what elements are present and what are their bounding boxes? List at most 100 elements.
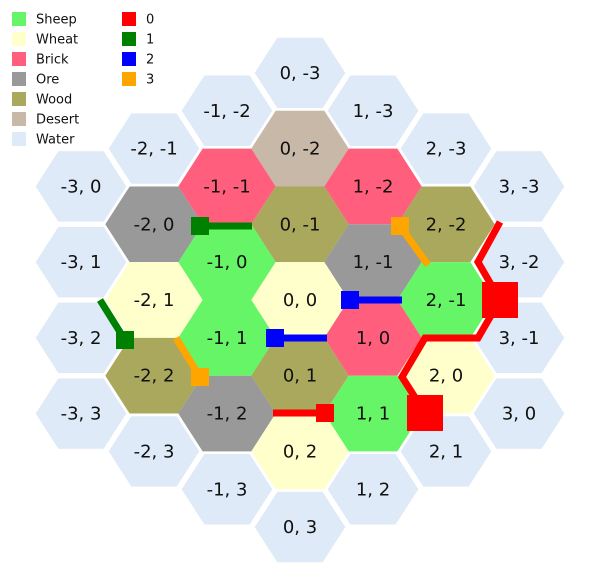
legend-label: Wheat <box>36 33 78 48</box>
legend-label: Sheep <box>36 13 77 28</box>
hex-tile <box>397 337 495 414</box>
hex-tile <box>181 454 273 525</box>
legend-swatch <box>12 112 26 126</box>
tile-label: -1, 1 <box>207 328 248 349</box>
hex-tile <box>327 454 419 525</box>
legend-swatch <box>12 72 26 86</box>
tile-label: -3, 3 <box>61 404 102 425</box>
tile-label: -2, 3 <box>134 441 175 462</box>
hex-tile <box>324 224 422 300</box>
tile-label: 0, 3 <box>283 517 317 538</box>
legend: Sheep Wheat Brick Ore Wood Desert Water 0 1 2 3 <box>12 12 154 148</box>
tile-label: 0, -1 <box>280 214 321 235</box>
hex-tile <box>108 113 200 184</box>
hex-tile <box>251 110 349 187</box>
hex-tile <box>105 337 203 414</box>
tile-label: -2, -1 <box>130 139 177 160</box>
tile-label: 1, -1 <box>353 252 394 273</box>
tile-label: 0, 1 <box>283 366 317 387</box>
tile-label: 2, -3 <box>426 139 467 160</box>
hex-tile <box>35 226 127 298</box>
tile-label: 1, 0 <box>356 328 390 349</box>
settlement <box>391 217 409 235</box>
legend-label: 0 <box>146 13 154 28</box>
legend-swatch <box>12 12 26 26</box>
tiles: 0, -3 1, -3 2, -3 3, -3 3, -2 3, -1 3, 0 2, 1 1,… <box>35 37 565 563</box>
hex-tile <box>400 416 492 487</box>
legend-label: Ore <box>36 73 59 88</box>
tile-label: 3, -3 <box>499 176 540 197</box>
hex-tile <box>473 151 565 222</box>
hex-tile <box>473 302 565 374</box>
hex-tile <box>178 148 276 225</box>
tile-label: 0, -2 <box>280 139 321 160</box>
legend-swatch <box>12 52 26 66</box>
tile-label: 0, 2 <box>283 441 317 462</box>
legend-swatch <box>12 92 26 106</box>
tile-label: -3, 0 <box>61 176 102 197</box>
tile-label: 3, 0 <box>502 404 536 425</box>
hex-tile <box>35 378 127 449</box>
tile-label: -3, 1 <box>61 252 102 273</box>
hex-tile <box>105 262 203 338</box>
legend-label: Wood <box>36 93 72 108</box>
tile-label: -3, 2 <box>61 328 102 349</box>
legend-label: Water <box>36 133 75 148</box>
hex-tile <box>108 416 200 487</box>
tile-label: 1, -2 <box>353 176 394 197</box>
legend-swatch <box>122 72 136 86</box>
hex-tile <box>324 148 422 225</box>
hex-tile <box>251 413 349 490</box>
tile-label: -1, 3 <box>207 479 248 500</box>
legend-label: 1 <box>146 33 154 48</box>
city <box>482 282 518 318</box>
hex-tile <box>251 186 349 263</box>
settlement <box>116 331 134 349</box>
settlement <box>266 329 284 347</box>
hex-tile <box>473 378 565 449</box>
hex-tile <box>397 186 495 263</box>
structures <box>97 217 518 431</box>
tile-label: 2, -1 <box>426 290 467 311</box>
legend-label: 3 <box>146 73 154 88</box>
hex-tile <box>400 113 492 184</box>
tile-label: 2, 0 <box>429 366 463 387</box>
hex-tile <box>324 375 422 452</box>
tile-label: -2, 0 <box>134 214 175 235</box>
tile-label: 3, -2 <box>499 252 540 273</box>
tile-label: 3, -1 <box>499 328 540 349</box>
hex-tile <box>324 300 422 376</box>
hex-tile <box>251 337 349 414</box>
settlement <box>191 368 209 386</box>
hex-tile <box>254 37 346 109</box>
hex-tile <box>327 75 419 146</box>
tile-label: -2, 2 <box>134 366 175 387</box>
hex-tile <box>178 375 276 452</box>
tile-label: 1, -3 <box>353 101 394 122</box>
city <box>407 395 443 431</box>
legend-swatch <box>12 32 26 46</box>
hex-tile <box>178 300 276 376</box>
legend-label: 2 <box>146 53 154 68</box>
legend-swatch <box>122 52 136 66</box>
legend-swatch <box>12 132 26 146</box>
tile-label: 2, -2 <box>426 214 467 235</box>
settlement <box>191 217 209 235</box>
tile-label: 1, 1 <box>356 404 390 425</box>
legend-label: Brick <box>36 53 69 68</box>
tile-label: -1, -2 <box>203 101 250 122</box>
settlement <box>341 291 359 309</box>
hex-tile <box>105 186 203 263</box>
hex-tile <box>251 262 349 338</box>
tile-label: -2, 1 <box>134 290 175 311</box>
tile-label: -1, 0 <box>207 252 248 273</box>
hex-tile <box>473 226 565 298</box>
hex-tile <box>181 75 273 146</box>
tile-label: 0, -3 <box>280 63 321 84</box>
tile-label: -1, -1 <box>203 176 250 197</box>
road <box>397 298 504 415</box>
hex-tile <box>35 151 127 222</box>
tile-label: -1, 2 <box>207 404 248 425</box>
tile-label: 1, 2 <box>356 479 390 500</box>
